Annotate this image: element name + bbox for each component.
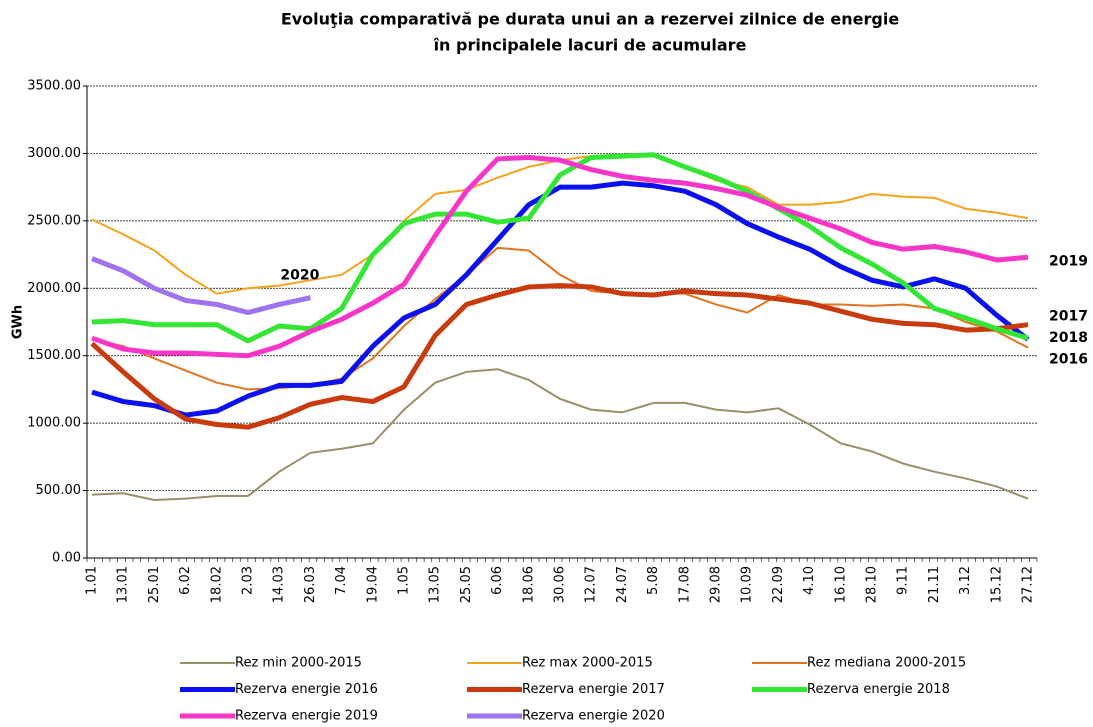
series-line [91,152,1029,344]
x-tick-label: 25.01 [147,566,162,603]
series-line [91,246,1029,391]
x-tick-label: 6.02 [178,566,193,595]
x-tick-label: 19.04 [365,566,380,603]
x-tick-label: 26.03 [303,566,318,603]
x-tick-label: 10.09 [740,566,755,603]
x-tick-label: 5.08 [646,566,661,595]
x-tick-label: 7.04 [334,566,349,595]
legend-label: Rezerva energie 2019 [235,709,378,724]
series-line [90,283,1029,430]
y-axis-label: GWh [11,305,26,339]
legend-label: Rezerva energie 2016 [235,682,378,697]
series-end-label: 2018 [1049,330,1088,346]
series-line [91,154,1029,359]
series-line [91,256,311,316]
x-tick-label: 18.02 [209,566,224,603]
x-tick-label: 17.08 [677,566,692,603]
series-end-label: 2016 [1049,352,1088,368]
series-end-label: 2019 [1049,253,1088,269]
y-tick-label: 3500.00 [27,79,81,94]
x-tick-label: 3.12 [958,566,973,595]
x-tick-label: 13.01 [116,566,131,603]
legend-label: Rezerva energie 2018 [807,682,950,697]
x-tick-label: 29.08 [709,566,724,603]
x-tick-label: 16.10 [833,566,848,603]
x-tick-label: 21.11 [927,566,942,603]
series-line [91,180,1030,418]
legend-label: Rezerva energie 2020 [522,709,665,724]
y-tick-label: 3000.00 [27,146,81,161]
series-end-label: 2017 [1049,309,1088,325]
y-tick-label: 1500.00 [27,348,81,363]
legend-label: Rezerva energie 2017 [522,682,665,697]
x-tick-label: 24.07 [615,566,630,603]
x-tick-label: 25.05 [459,566,474,603]
x-tick-label: 28.10 [865,566,880,603]
series-line [91,368,1029,502]
y-tick-label: 1000.00 [27,416,81,431]
x-tick-label: 4.10 [802,566,817,595]
x-tick-label: 6.06 [490,566,505,595]
y-tick-label: 2000.00 [27,281,81,296]
legend-label: Rez max 2000-2015 [522,656,653,671]
x-tick-label: 27.12 [1021,566,1036,603]
x-tick-label: 22.09 [771,566,786,603]
legend-label: Rez min 2000-2015 [235,656,362,671]
legend-label: Rez mediana 2000-2015 [807,656,966,671]
y-tick-label: 500.00 [36,483,82,498]
x-tick-label: 2.03 [241,566,256,595]
x-tick-label: 18.06 [521,566,536,603]
chart-title: Evoluţia comparativă pe durata unui an a… [281,10,900,29]
x-tick-label: 14.03 [272,566,287,603]
chart-title: în principalele lacuri de acumulare [433,36,747,55]
series-end-label: 2020 [280,268,319,284]
x-tick-label: 15.12 [989,566,1004,603]
x-tick-label: 9.11 [896,566,911,595]
x-tick-label: 30.06 [553,566,568,603]
y-tick-label: 0.00 [52,551,81,566]
x-tick-label: 1.05 [397,566,412,595]
x-tick-label: 13.05 [428,566,443,603]
y-tick-label: 2500.00 [27,213,81,228]
x-tick-label: 12.07 [584,566,599,603]
x-tick-label: 1.01 [85,566,100,595]
